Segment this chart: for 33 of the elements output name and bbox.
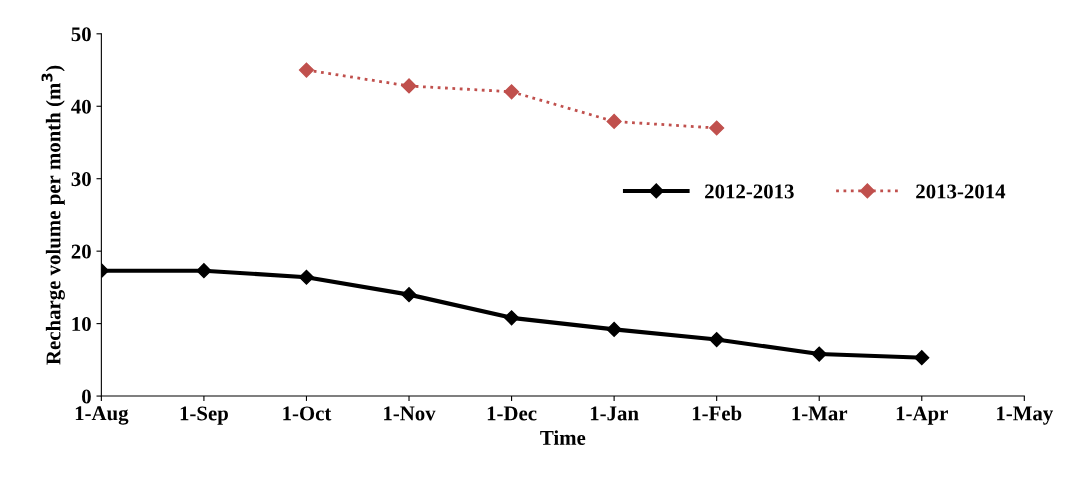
point [401, 78, 417, 94]
point [606, 321, 622, 337]
point [298, 269, 315, 285]
point [503, 84, 520, 100]
point [196, 263, 212, 279]
y-tick-label: 30 [71, 172, 91, 187]
point [606, 113, 622, 130]
x-tick-label: 1-Mar [792, 406, 848, 421]
point [401, 287, 417, 303]
y-axis-title: Recharge volume per month (m$^{3}$) [41, 65, 65, 365]
x-axis-title: Time [540, 430, 586, 445]
y-tick-label: 50 [71, 27, 91, 42]
x-tick-label: 1-Jan [590, 406, 639, 421]
point [709, 331, 725, 348]
y-tick-label: 40 [71, 99, 91, 114]
y-tick-label: 0 [82, 389, 91, 404]
x-tick-label: 1-Apr [896, 406, 948, 425]
x-tick-label: 1-Feb [692, 405, 742, 421]
y-tick-label: 20 [71, 244, 91, 259]
x-tick-label: 1-Dec [487, 406, 537, 421]
x-tick-label: 1-Oct [283, 406, 332, 421]
point [914, 350, 930, 366]
point [503, 310, 520, 326]
x-tick-label: 1-May [997, 406, 1054, 425]
x-tick-label: 1-Sep [180, 406, 228, 425]
y-tick-label: 10 [72, 316, 91, 332]
x-tick-label: 1-Nov [384, 406, 436, 421]
legend-label: 2013-2014 [916, 184, 1006, 199]
point [811, 346, 827, 362]
point [709, 120, 725, 136]
x-tick-label: 1-Aug [75, 406, 129, 425]
legend-label: 2012-2013 [705, 184, 794, 199]
point [298, 62, 315, 78]
